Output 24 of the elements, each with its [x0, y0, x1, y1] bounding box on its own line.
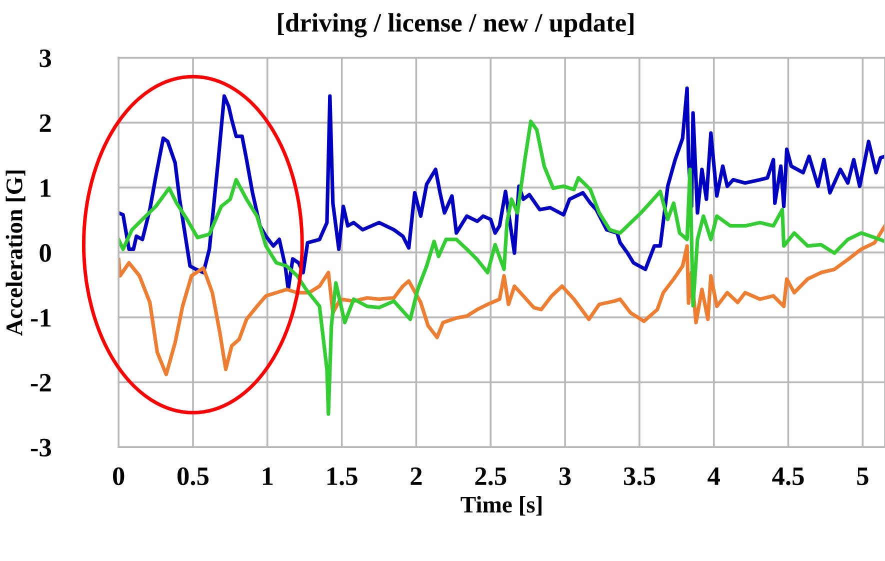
y-tick-label: -1: [30, 309, 51, 326]
x-tick-label: 4: [708, 468, 720, 485]
x-tick-label: 5: [857, 468, 868, 486]
y-tick-label: -2: [30, 374, 51, 392]
chart-title: [driving / license / new / update]: [278, 13, 634, 38]
y-tick-label: 0: [40, 244, 51, 262]
x-tick-label: 1: [262, 467, 273, 485]
x-tick-label: 0: [113, 467, 124, 486]
y-axis-title: Acceleration [G]: [6, 170, 26, 336]
x-tick-label: 4.5: [772, 468, 804, 486]
x-axis-title: Time [s]: [460, 496, 542, 516]
x-tick-label: 3: [559, 467, 571, 486]
x-tick-label: 2.5: [475, 467, 506, 486]
y-tick-label: -3: [30, 438, 52, 457]
y-tick-label: 3: [40, 49, 52, 68]
x-tick-label: 0.5: [178, 467, 209, 486]
y-tick-label: 1: [40, 179, 51, 197]
line-series: [118, 120, 885, 416]
x-tick-label: 2: [410, 467, 422, 485]
line-series: [118, 224, 885, 376]
line-series: [118, 86, 885, 292]
x-tick-label: 3.5: [624, 467, 655, 486]
x-tick-label: 1.5: [327, 467, 358, 486]
y-tick-label: 2: [40, 114, 51, 132]
